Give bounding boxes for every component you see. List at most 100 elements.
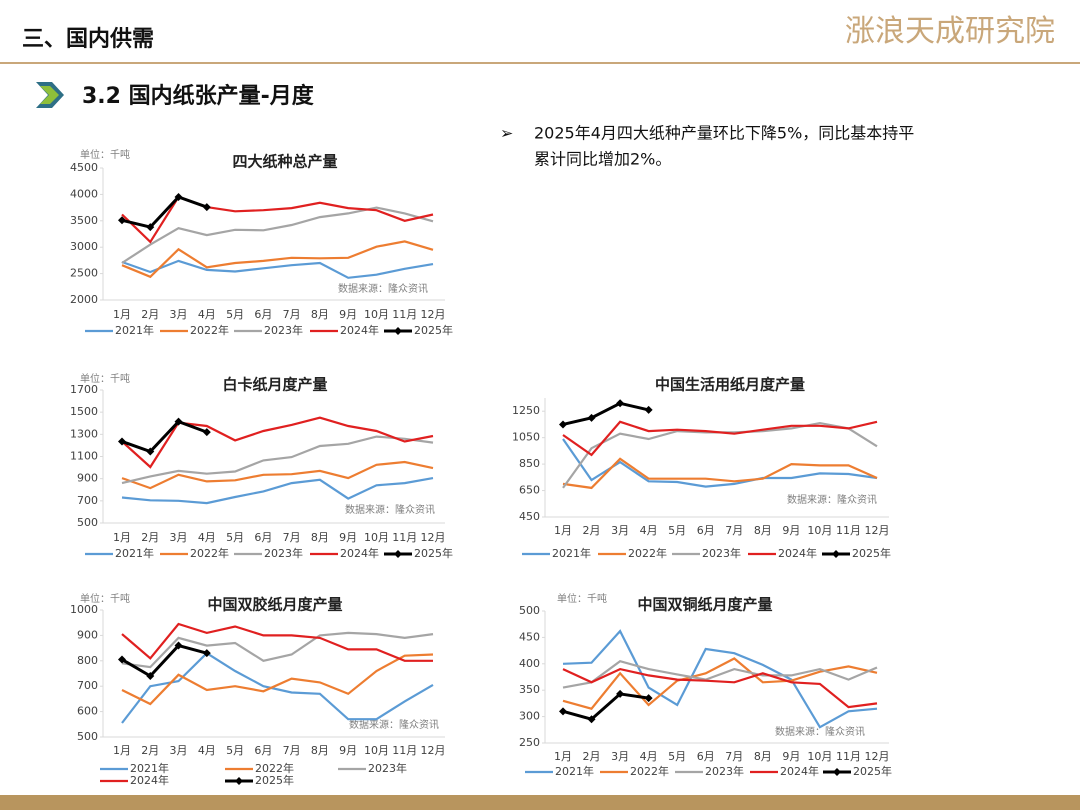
y-tick-label: 1100 [70,450,98,463]
legend-label: 2024年 [780,764,819,778]
point-marker [587,715,596,724]
point-marker [616,399,625,408]
legend-label: 2021年 [115,323,154,337]
y-tick-label: 450 [519,630,540,643]
series-line [121,259,434,279]
source-note: 数据来源：隆众资讯 [345,503,435,516]
x-tick-label: 5月 [226,531,244,544]
chart-title: 四大纸种总产量 [232,153,337,171]
y-tick-label: 450 [519,510,540,523]
legend-label: 2021年 [552,546,591,560]
y-tick-label: 1000 [70,603,98,616]
series-line [121,643,208,678]
point-marker [118,437,126,446]
x-tick-label: 1月 [113,744,131,757]
unit-label: 单位：千吨 [80,372,130,385]
x-tick-label: 10月 [807,524,832,537]
y-tick-label: 900 [77,628,98,641]
x-tick-label: 9月 [339,531,357,544]
y-tick-label: 900 [77,472,98,485]
point-marker [644,405,653,414]
point-marker [174,417,183,426]
legend-label: 2023年 [702,546,741,560]
legend-label: 2023年 [264,323,303,337]
x-tick-label: 12月 [421,531,446,544]
x-tick-label: 5月 [668,524,686,537]
series-line [562,692,649,721]
series-line [121,435,434,485]
x-tick-label: 6月 [697,524,715,537]
legend-label: 2023年 [368,761,407,775]
y-tick-label: 3000 [70,240,98,253]
x-tick-label: 9月 [782,524,800,537]
x-tick-label: 9月 [782,750,800,763]
series-line [562,659,878,689]
legend-marker [394,550,402,558]
legend-label: 2025年 [414,546,453,560]
series-line [562,401,649,426]
legend-marker [394,327,402,335]
series-line [121,653,434,706]
x-tick-label: 2月 [583,750,601,763]
x-tick-label: 9月 [339,744,357,757]
x-tick-label: 5月 [668,750,686,763]
point-marker [118,216,126,225]
x-tick-label: 4月 [640,750,658,763]
series-line [121,416,434,469]
unit-label: 单位：千吨 [80,592,130,605]
y-tick-label: 350 [519,683,540,696]
logo: 涨浪天成研究院 [845,14,1055,49]
x-tick-label: 6月 [254,744,272,757]
x-tick-label: 12月 [865,750,890,763]
footer-bar [0,795,1080,810]
y-tick-label: 500 [77,730,98,743]
legend-label: 2025年 [852,546,891,560]
legend-label: 2024年 [130,773,169,787]
legend-label: 2025年 [853,764,892,778]
series-line [121,195,434,244]
x-tick-label: 10月 [807,750,832,763]
legend-label: 2021年 [115,546,154,560]
series-line [121,195,208,229]
series-line [121,631,434,669]
legend-label: 2022年 [628,546,667,560]
y-tick-label: 600 [77,705,98,718]
x-tick-label: 2月 [141,744,159,757]
series-line [121,460,434,490]
legend-label: 2025年 [414,323,453,337]
legend-label: 2024年 [778,546,817,560]
bullet-line: 2025年4月四大纸种产量环比下降5%，同比基本持平 [534,124,914,143]
legend-label: 2022年 [190,323,229,337]
point-marker [559,707,567,716]
x-tick-label: 7月 [283,744,301,757]
legend-label: 2023年 [705,764,744,778]
point-marker [559,420,567,429]
legend-label: 2022年 [255,761,294,775]
x-tick-label: 3月 [170,744,188,757]
y-tick-label: 850 [519,457,540,470]
legend-marker [235,777,243,785]
chart-title: 中国双胶纸月度产量 [207,596,342,614]
series-line [121,622,433,662]
x-tick-label: 2月 [583,524,601,537]
x-tick-label: 8月 [754,750,772,763]
x-tick-label: 8月 [311,308,329,321]
x-tick-label: 9月 [339,308,357,321]
unit-label: 单位：千吨 [80,148,130,161]
point-marker [202,428,211,437]
legend-label: 2021年 [555,764,594,778]
x-tick-label: 5月 [226,308,244,321]
x-tick-label: 7月 [725,524,743,537]
y-tick-label: 2000 [70,293,98,306]
x-tick-label: 3月 [170,308,188,321]
x-tick-label: 12月 [421,308,446,321]
bullet-mark: ➢ [500,124,513,143]
y-tick-label: 300 [519,710,540,723]
x-tick-label: 12月 [421,744,446,757]
y-tick-label: 250 [519,736,540,749]
legend-marker [832,550,840,558]
header-title: 三、国内供需 [22,26,154,52]
unit-label: 单位：千吨 [557,592,607,605]
series-line [562,420,878,457]
y-tick-label: 1300 [70,427,98,440]
